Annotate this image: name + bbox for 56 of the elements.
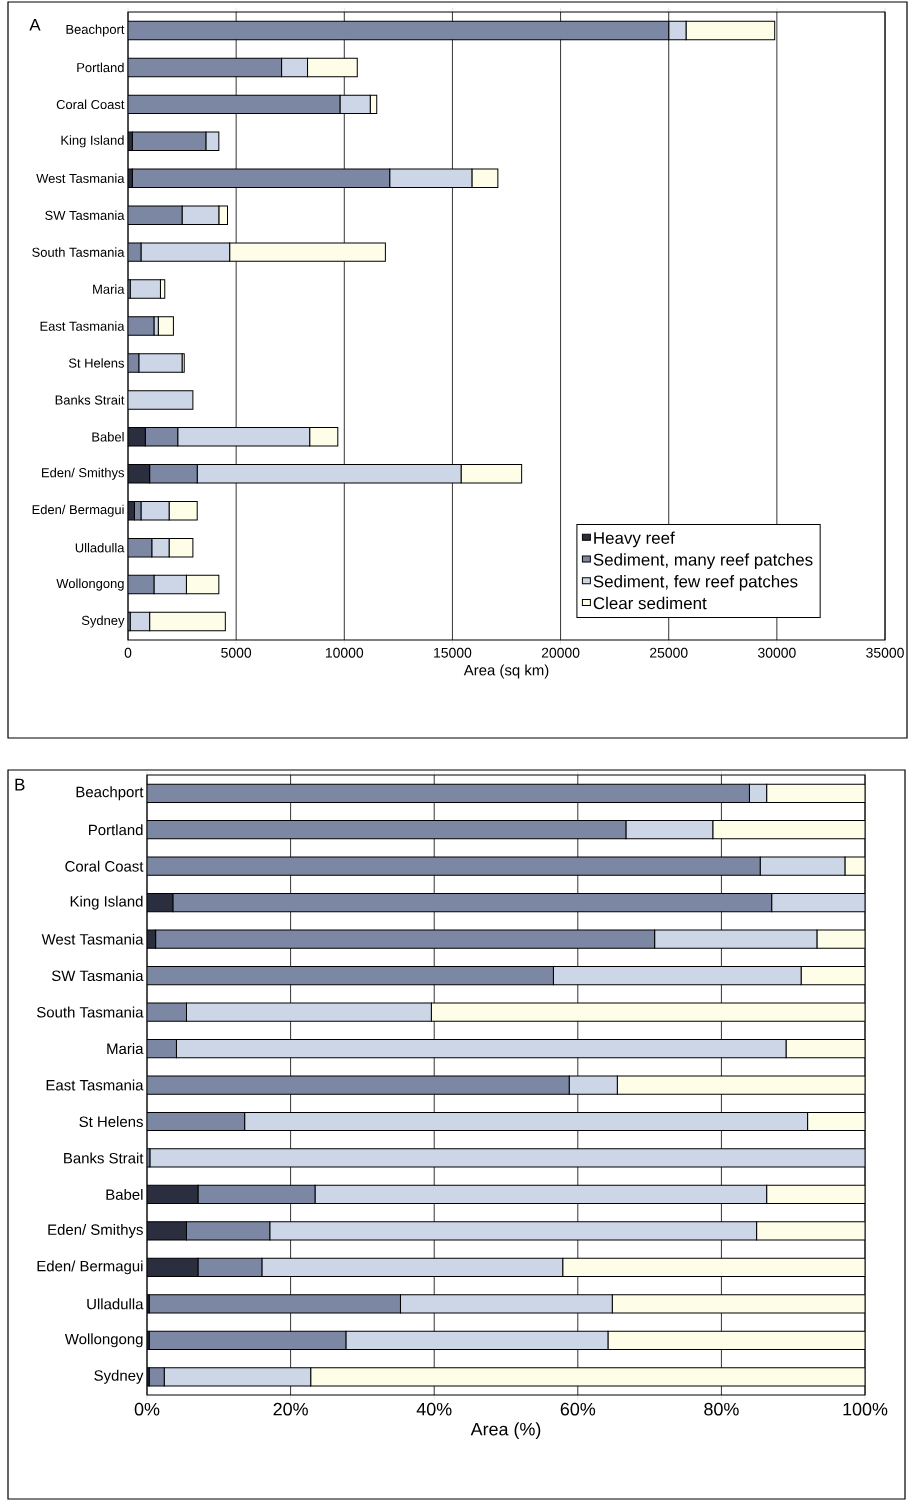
y-tick-label: South Tasmania <box>32 247 125 257</box>
y-tick-label: South Tasmania <box>36 1006 144 1018</box>
y-tick-label: King Island <box>70 895 143 910</box>
x-tick-label: 60% <box>560 1402 596 1416</box>
x-tick-label: 0 <box>124 647 132 658</box>
x-axis-title: Area (%) <box>470 1422 541 1440</box>
x-tick-label: 0% <box>134 1402 160 1416</box>
legend-label: Clear sediment <box>593 596 707 610</box>
y-tick-label: Maria <box>107 1043 144 1055</box>
y-tick-label: St Helens <box>79 1116 143 1127</box>
x-tick-label: 100% <box>843 1402 888 1416</box>
y-tick-label: Eden/ Bermagui <box>37 1260 143 1275</box>
y-tick-label: West Tasmania <box>36 173 125 183</box>
y-tick-label: Maria <box>93 284 125 294</box>
y-tick-label: St Helens <box>68 358 124 368</box>
y-tick-label: Sydney <box>94 1369 144 1384</box>
y-tick-label: Wollongong <box>56 578 124 591</box>
y-tick-label: Banks Strait <box>55 395 125 405</box>
y-tick-label: Eden/ Bermagui <box>32 504 124 517</box>
x-tick-label: 35000 <box>866 647 904 658</box>
y-tick-label: Banks Strait <box>64 1152 144 1164</box>
y-tick-label: Beachport <box>76 786 144 801</box>
chart-title: A <box>29 18 41 31</box>
x-tick-label: 40% <box>416 1402 452 1416</box>
y-tick-label: Ulladulla <box>75 542 125 553</box>
x-tick-label: 25000 <box>650 647 688 658</box>
y-tick-label: Coral Coast <box>56 99 125 110</box>
y-tick-label: Portland <box>89 824 143 836</box>
y-tick-label: Babel <box>92 432 124 442</box>
legend-label: Sediment, many reef patches <box>593 553 813 570</box>
y-tick-label: SW Tasmania <box>45 210 125 220</box>
y-tick-label: East Tasmania <box>46 1079 144 1091</box>
x-tick-label: 5000 <box>221 647 252 658</box>
x-axis-title: Area (sq km) <box>463 664 549 679</box>
y-tick-label: Sydney <box>81 615 125 628</box>
chart-title: B <box>15 778 25 791</box>
x-tick-label: 30000 <box>758 647 796 658</box>
y-tick-label: Beachport <box>66 24 125 37</box>
y-tick-label: Wollongong <box>64 1333 143 1348</box>
y-tick-label: Coral Coast <box>65 860 144 872</box>
x-tick-label: 20000 <box>541 647 580 658</box>
y-tick-label: Babel <box>106 1188 143 1200</box>
y-tick-label: King Island <box>61 135 124 148</box>
y-tick-label: West Tasmania <box>41 933 144 945</box>
legend-label: Heavy reef <box>594 531 675 548</box>
x-tick-label: 20% <box>273 1402 308 1416</box>
y-tick-label: East Tasmania <box>40 321 125 331</box>
y-tick-label: SW Tasmania <box>51 970 144 982</box>
x-tick-label: 80% <box>704 1402 739 1416</box>
y-tick-label: Ulladulla <box>87 1298 144 1310</box>
x-tick-label: 15000 <box>434 647 472 658</box>
y-tick-label: Eden/ Smithys <box>48 1223 143 1238</box>
y-tick-label: Portland <box>77 62 124 73</box>
x-tick-label: 10000 <box>325 647 364 658</box>
legend-label: Sediment, few reef patches <box>593 575 798 591</box>
y-tick-label: Eden/ Smithys <box>42 467 124 480</box>
